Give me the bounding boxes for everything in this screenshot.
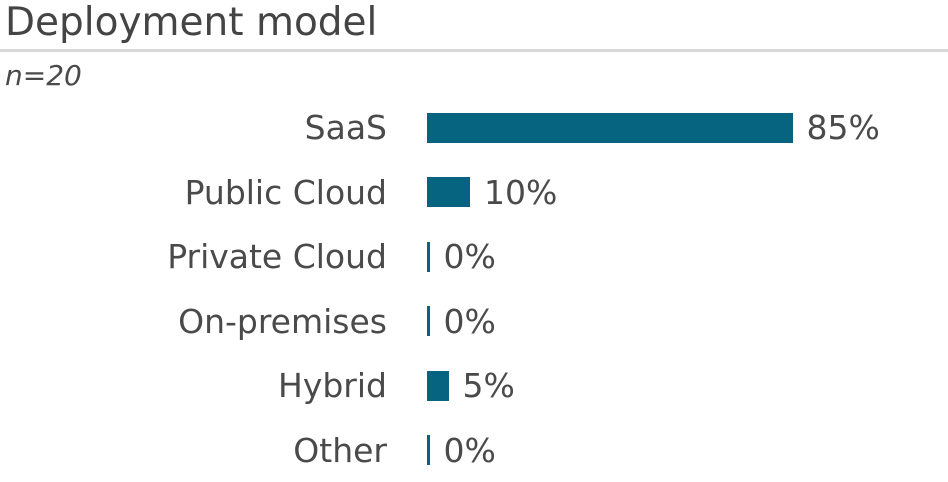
sample-size-label: n=20 [5,58,82,92]
value-label: 0% [443,237,496,277]
zero-value-tick [427,435,430,466]
chart-row: Private Cloud 0% [0,225,948,290]
chart-row: Public Cloud 10% [0,160,948,225]
chart-row: On-premises 0% [0,289,948,354]
bar [427,370,449,401]
chart-row: SaaS 85% [0,96,948,161]
chart-row: Hybrid 5% [0,354,948,419]
category-label: Private Cloud [167,237,387,277]
chart-rows: SaaS 85% Public Cloud 10% Private Cloud 0% On-… [0,96,948,482]
zero-value-tick [427,306,430,337]
bar [427,112,793,143]
value-label: 0% [443,430,496,470]
chart-row: Other 0% [0,418,948,482]
chart-header: Deployment model [0,0,948,52]
value-label: 0% [443,301,496,341]
value-label: 10% [484,172,558,212]
page-title: Deployment model [5,0,378,45]
zero-value-tick [427,241,430,272]
value-label: 5% [462,366,515,406]
category-label: Hybrid [278,366,387,406]
category-label: On-premises [178,301,387,341]
category-label: Public Cloud [184,172,387,212]
category-label: SaaS [304,108,387,148]
value-label: 85% [806,108,880,148]
bar [427,177,470,208]
category-label: Other [293,430,387,470]
